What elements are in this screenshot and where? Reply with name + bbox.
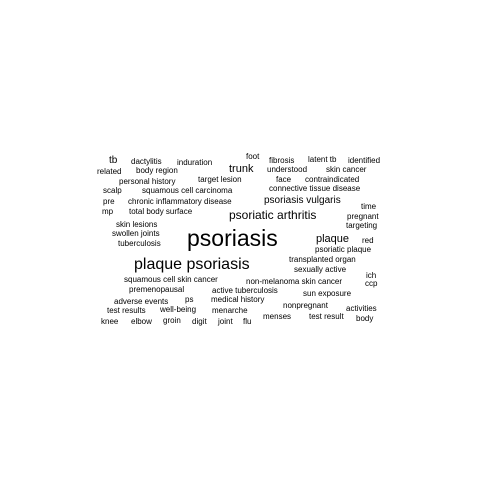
- word-premenopausal: premenopausal: [129, 285, 185, 294]
- word-active-tuberculosis: active tuberculosis: [212, 286, 278, 295]
- word-contraindicated: contraindicated: [305, 175, 360, 184]
- word-chronic-inflammatory-disease: chronic inflammatory disease: [128, 197, 232, 206]
- word-menarche: menarche: [212, 306, 248, 315]
- word-dactylitis: dactylitis: [131, 157, 162, 166]
- word-red: red: [362, 236, 374, 245]
- word-elbow: elbow: [131, 317, 152, 326]
- word-ccp: ccp: [365, 279, 378, 288]
- word-targeting: targeting: [346, 221, 378, 230]
- word-non-melanoma-skin-cancer: non-melanoma skin cancer: [246, 277, 343, 286]
- word-scalp: scalp: [103, 186, 122, 195]
- word-connective-tissue-disease: connective tissue disease: [269, 184, 361, 193]
- word-flu: flu: [243, 317, 252, 326]
- word-squamous-cell-carcinoma: squamous cell carcinoma: [142, 186, 233, 195]
- word-psoriatic-arthritis: psoriatic arthritis: [229, 208, 317, 222]
- word-tuberculosis: tuberculosis: [118, 239, 161, 248]
- word-related: related: [97, 167, 122, 176]
- word-well-being: well-being: [160, 305, 197, 314]
- word-squamous-cell-skin-cancer: squamous cell skin cancer: [124, 275, 218, 284]
- word-sexually-active: sexually active: [294, 265, 347, 274]
- word-plaque-psoriasis: plaque psoriasis: [134, 256, 250, 273]
- word-latent-tb: latent tb: [308, 155, 337, 164]
- word-total-body-surface: total body surface: [129, 207, 193, 216]
- word-digit: digit: [192, 317, 207, 326]
- word-face: face: [276, 175, 292, 184]
- word-transplanted-organ: transplanted organ: [289, 255, 356, 264]
- word-mp: mp: [102, 207, 114, 216]
- word-body: body: [356, 314, 374, 323]
- word-tb: tb: [109, 155, 118, 166]
- word-pregnant: pregnant: [347, 212, 379, 221]
- word-personal-history: personal history: [119, 177, 176, 186]
- word-target-lesion: target lesion: [198, 175, 242, 184]
- word-body-region: body region: [136, 166, 178, 175]
- word-knee: knee: [101, 317, 119, 326]
- word-trunk: trunk: [229, 163, 254, 175]
- word-psoriasis-vulgaris: psoriasis vulgaris: [264, 195, 341, 206]
- word-adverse-events: adverse events: [114, 297, 169, 306]
- word-medical-history: medical history: [211, 295, 265, 304]
- word-sun-exposure: sun exposure: [303, 289, 352, 298]
- word-psoriatic-plaque: psoriatic plaque: [315, 245, 372, 254]
- word-foot: foot: [246, 152, 260, 161]
- word-identified: identified: [348, 156, 381, 165]
- word-induration: induration: [177, 158, 213, 167]
- word-skin-cancer: skin cancer: [326, 165, 367, 174]
- word-joint: joint: [218, 317, 233, 326]
- word-skin-lesions: skin lesions: [116, 220, 158, 229]
- word-menses: menses: [263, 312, 292, 321]
- word-nonpregnant: nonpregnant: [283, 301, 328, 310]
- word-ps: ps: [185, 295, 194, 304]
- word-groin: groin: [163, 316, 181, 325]
- word-activities: activities: [346, 304, 377, 313]
- word-understood: understood: [267, 165, 308, 174]
- word-psoriasis: psoriasis: [187, 225, 278, 251]
- word-fibrosis: fibrosis: [269, 156, 295, 165]
- word-swollen-joints: swollen joints: [112, 229, 160, 238]
- word-test-result: test result: [309, 312, 344, 321]
- word-time: time: [361, 202, 377, 211]
- word-ich: ich: [366, 271, 377, 280]
- word-plaque: plaque: [316, 233, 350, 245]
- word-pre: pre: [103, 197, 115, 206]
- word-test-results: test results: [107, 306, 146, 315]
